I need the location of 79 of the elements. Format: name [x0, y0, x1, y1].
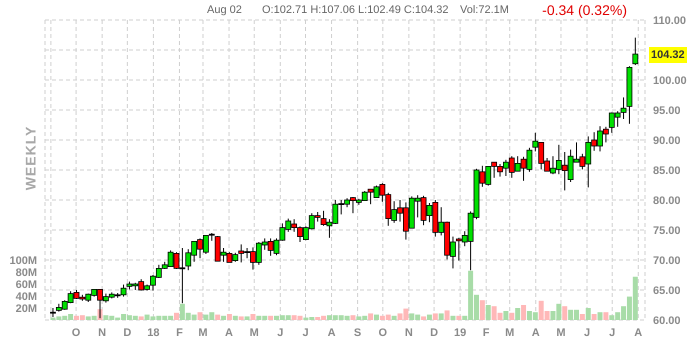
x-tick-label: O: [72, 326, 81, 339]
bar: [456, 316, 462, 320]
text: 104.32: [649, 47, 687, 63]
bar: [374, 314, 379, 320]
x-tick-label: A: [532, 326, 540, 339]
bar: [438, 313, 444, 320]
bar: [174, 312, 179, 320]
candlestick: [632, 37, 638, 66]
text: -0.34 (0.32%): [542, 2, 627, 18]
bar: [592, 314, 597, 320]
y-tick-label: 75.00: [653, 224, 681, 237]
text: Vol:72.1M: [460, 4, 509, 16]
bar: [598, 312, 603, 320]
y2-tick-label: 20M: [16, 302, 37, 315]
bar: [480, 300, 485, 320]
x-tick-label: D: [123, 326, 132, 339]
x-tick-label: J: [609, 326, 616, 339]
bar: [450, 316, 456, 320]
y-tick-label: 95.00: [653, 104, 681, 117]
y2-tick-label: 80M: [16, 266, 37, 279]
bar: [503, 311, 508, 320]
x-tick-label: M: [505, 326, 514, 339]
bar: [226, 314, 232, 320]
x-tick-label: 18: [147, 326, 160, 339]
x-tick-label: J: [302, 326, 309, 339]
bar: [221, 316, 226, 320]
y2-tick-label: 40M: [16, 290, 37, 303]
x-tick-label: S: [354, 326, 362, 339]
bar: [392, 316, 397, 320]
y-tick-label: 60.00: [653, 314, 681, 327]
bar: [432, 313, 438, 320]
y2-tick-label: 60M: [16, 278, 37, 291]
x-tick-label: 19: [454, 326, 466, 339]
x-tick-label: A: [328, 326, 336, 339]
bar: [368, 313, 374, 320]
x-tick-label: J: [277, 326, 284, 339]
bar: [215, 314, 220, 320]
x-tick-label: O: [378, 326, 388, 339]
x-tick-label: M: [250, 326, 259, 339]
y-tick-label: 110.00: [653, 14, 686, 27]
x-tick-label: F: [482, 326, 490, 339]
bar: [562, 306, 568, 320]
bar: [444, 310, 450, 320]
bar: [421, 316, 426, 320]
y-tick-label: 100.00: [653, 74, 687, 87]
x-tick-label: A: [634, 326, 642, 339]
bar: [426, 314, 432, 320]
text: WEEKLY: [22, 126, 38, 190]
x-tick-label: D: [430, 326, 438, 339]
y-tick-label: 90.00: [653, 134, 681, 147]
bar: [586, 308, 591, 320]
x-tick-label: N: [98, 326, 106, 339]
bar: [232, 316, 238, 320]
x-tick-label: M: [198, 326, 208, 339]
bar: [603, 312, 608, 320]
bar: [515, 308, 520, 320]
bar: [198, 312, 203, 320]
y2-tick-label: 100M: [9, 254, 37, 267]
bar: [521, 305, 526, 320]
bar: [268, 316, 274, 320]
x-tick-label: A: [225, 326, 234, 339]
bar: [250, 314, 256, 320]
x-tick-label: F: [176, 326, 184, 339]
y-tick-label: 80.00: [653, 194, 681, 207]
x-tick-label: N: [404, 326, 413, 339]
bar: [509, 312, 514, 320]
y-tick-label: 65.00: [653, 284, 681, 297]
x-tick-label: J: [584, 326, 590, 339]
x-tick-label: M: [556, 326, 566, 339]
text: O:102.71 H:107.06 L:102.49 C:104.32: [262, 4, 449, 16]
bar: [138, 316, 144, 320]
bar: [486, 305, 491, 320]
text: Aug 02: [207, 4, 242, 16]
bar: [244, 316, 250, 320]
bar: [350, 315, 356, 320]
bar: [580, 314, 585, 320]
y-tick-label: 70.00: [653, 254, 681, 267]
bar: [238, 316, 244, 320]
y-tick-label: 85.00: [653, 164, 681, 177]
